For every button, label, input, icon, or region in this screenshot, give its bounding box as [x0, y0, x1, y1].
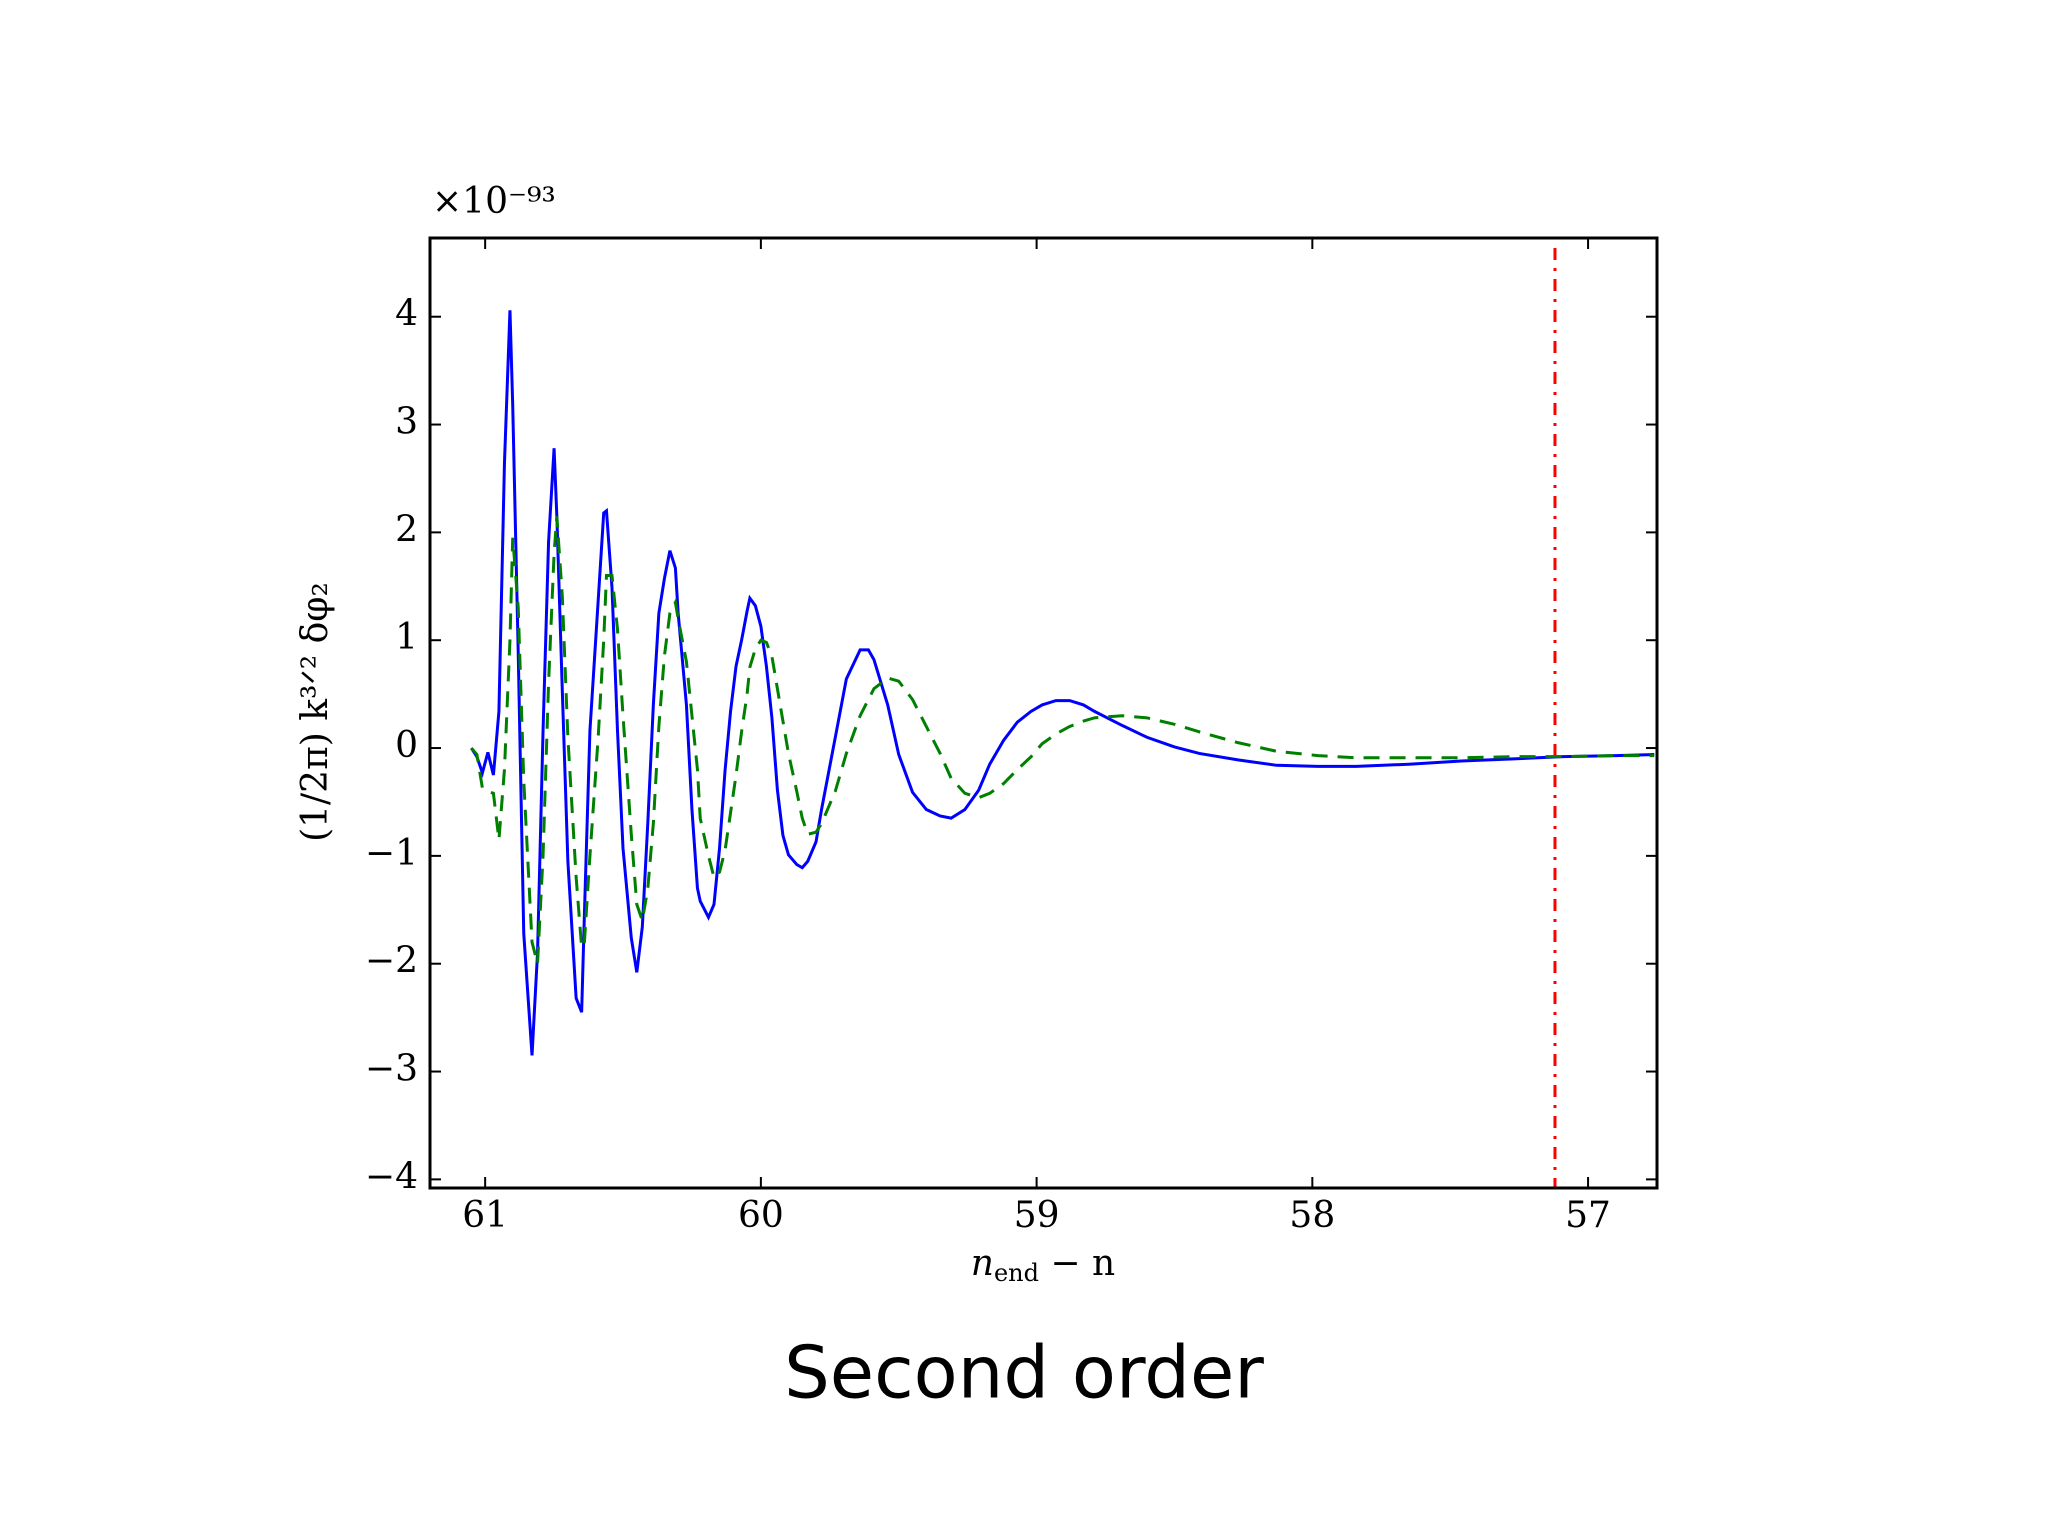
x-label-rest: − n [1039, 1243, 1115, 1284]
x-tick-label: 61 [462, 1195, 508, 1236]
y-tick-label: 1 [395, 617, 418, 658]
x-label-base: n [971, 1243, 994, 1284]
x-label-sub: end [994, 1259, 1039, 1287]
series-line [470, 516, 1655, 965]
y-tick-label: 4 [395, 294, 418, 335]
x-tick-label: 58 [1289, 1195, 1335, 1236]
x-tick-label: 57 [1565, 1195, 1611, 1236]
y-tick-label: −2 [365, 941, 418, 982]
y-tick-label: −4 [365, 1156, 418, 1197]
y-tick-label: 0 [395, 725, 418, 766]
x-axis-label: nend − n [971, 1243, 1115, 1287]
caption: Second order [784, 1331, 1264, 1415]
offset-label: ×10⁻⁹³ [432, 181, 556, 222]
y-tick-label: 2 [395, 509, 418, 550]
y-axis-label: (1/2π) k³ᐟ² δφ₂ [295, 582, 336, 842]
plot-frame [428, 236, 1659, 1190]
y-tick-label: −3 [365, 1049, 418, 1090]
y-tick-label: −1 [365, 833, 418, 874]
series-line [470, 310, 1655, 1056]
x-tick-label: 60 [738, 1195, 784, 1236]
y-tick-label: 3 [395, 402, 418, 443]
x-tick-label: 59 [1014, 1195, 1060, 1236]
